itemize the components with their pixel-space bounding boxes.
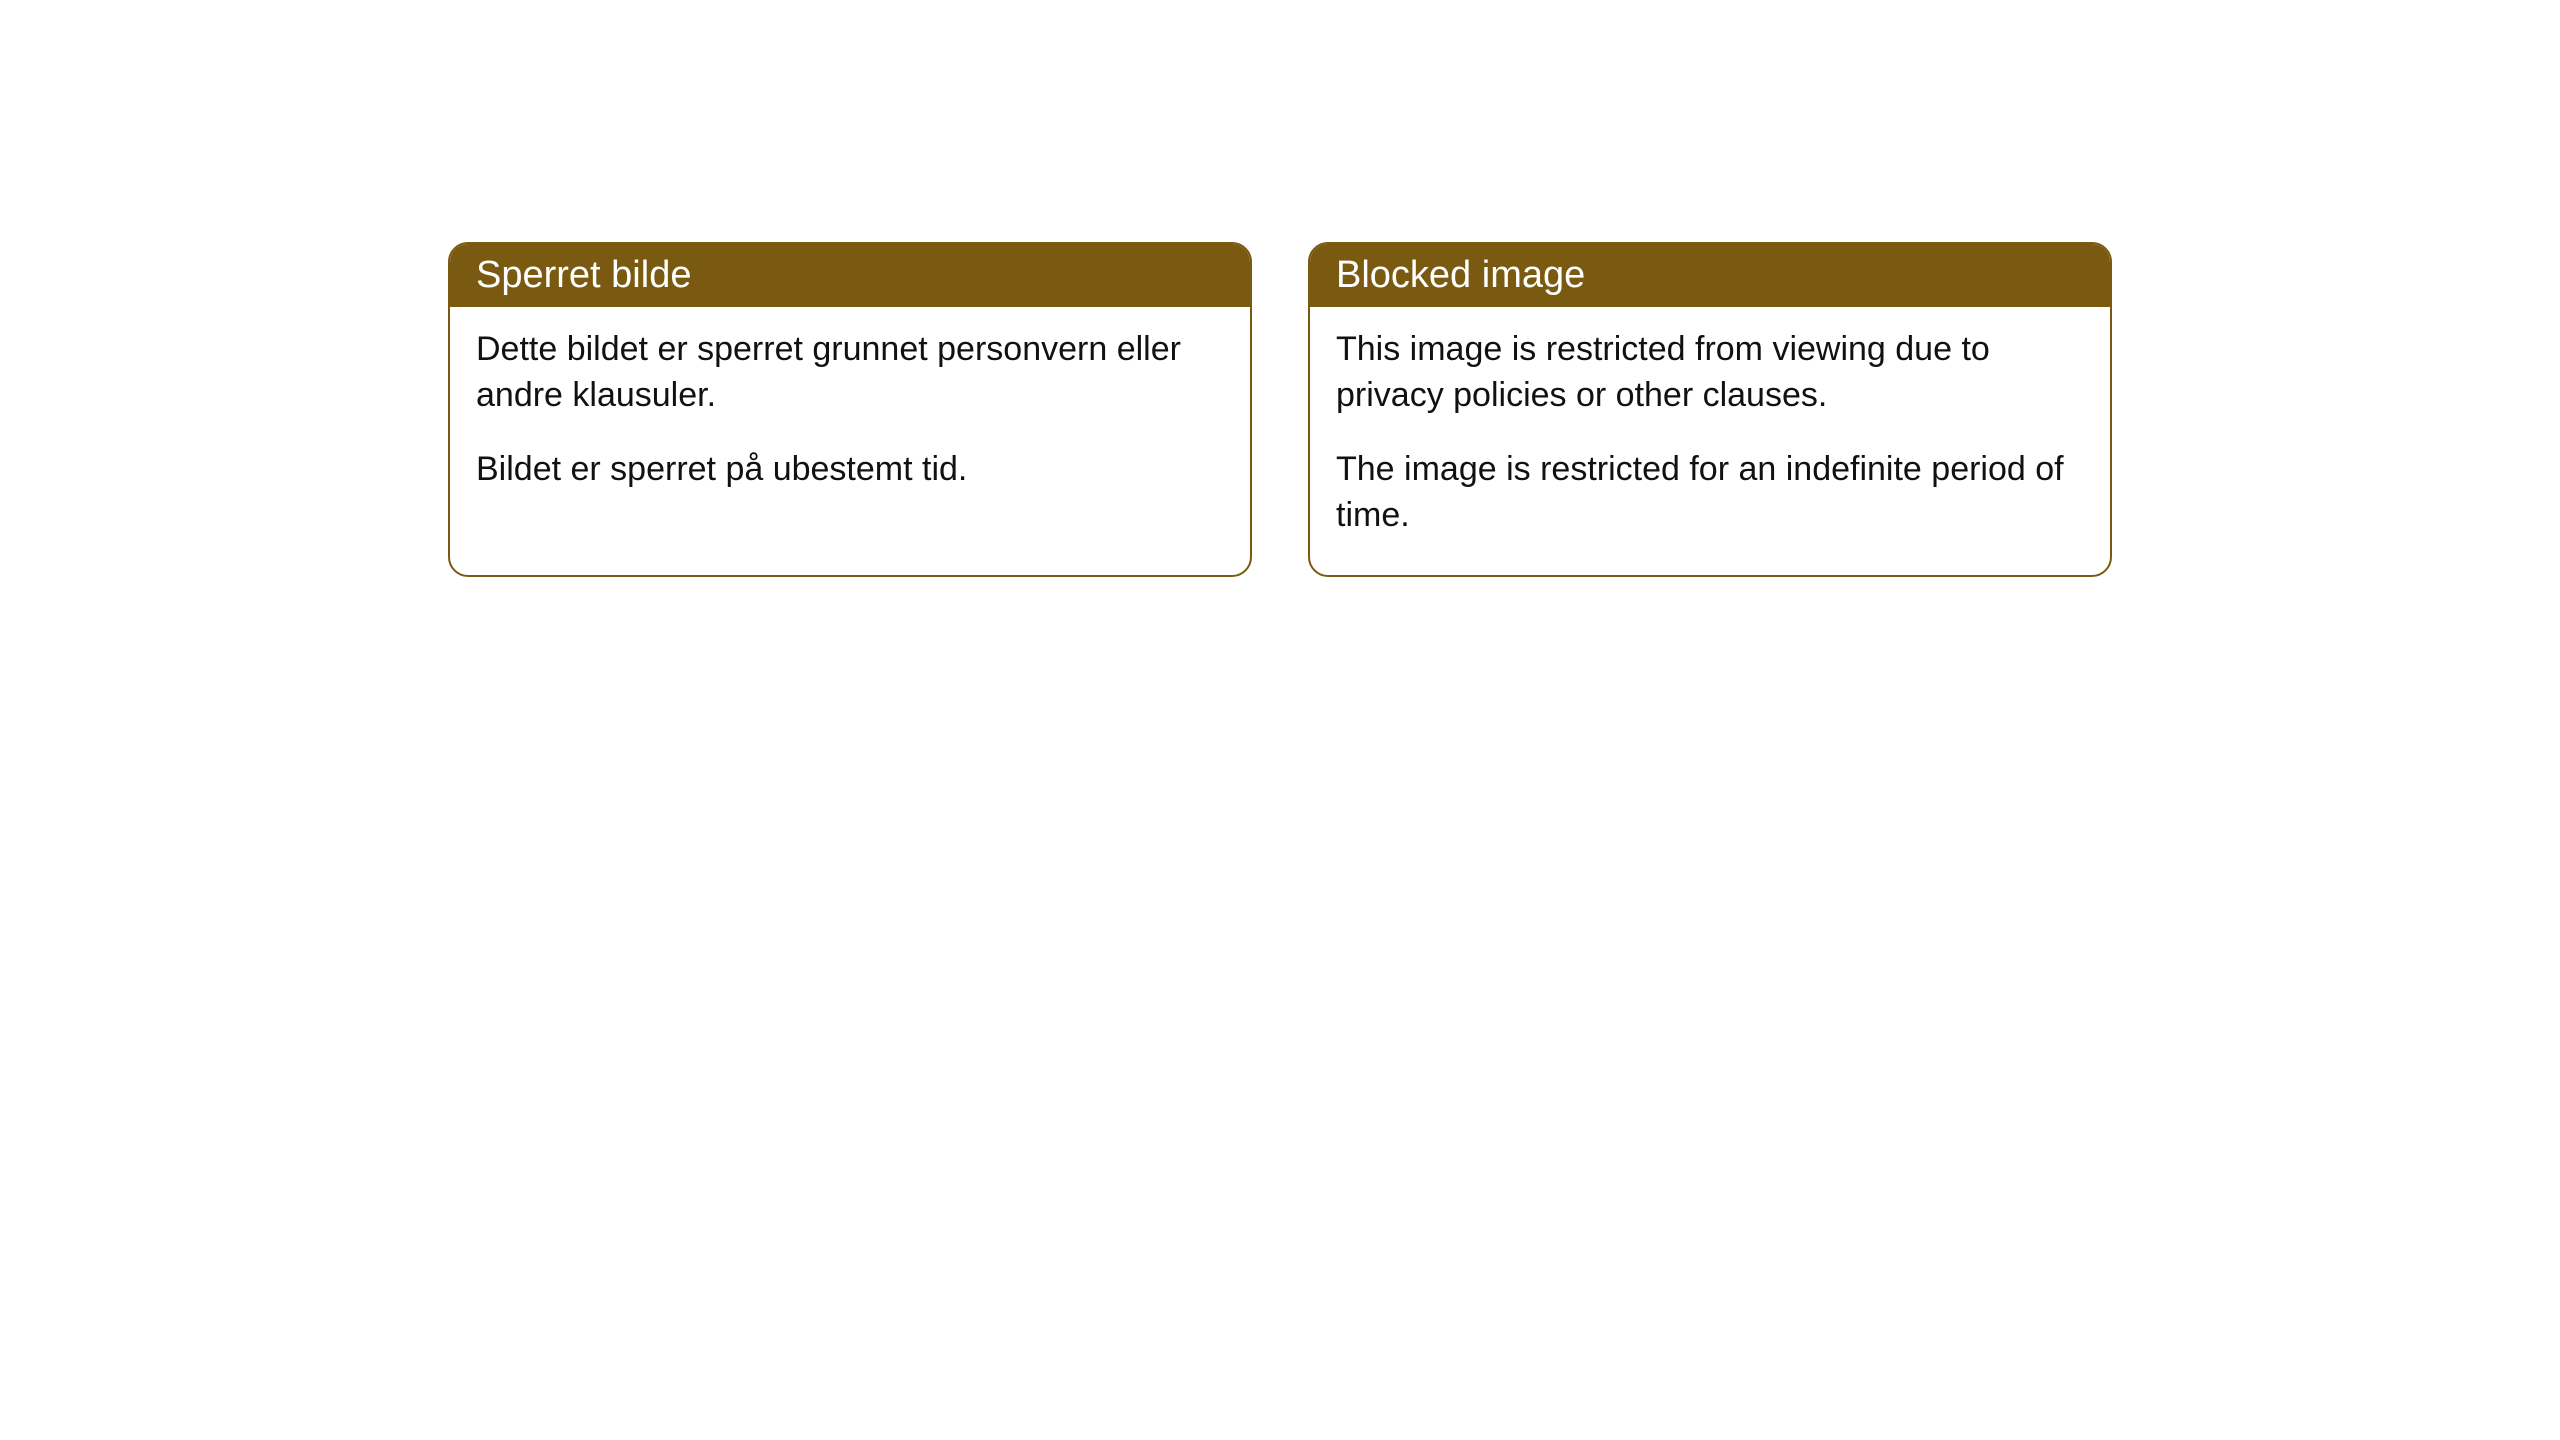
- notice-body: This image is restricted from viewing du…: [1310, 307, 2110, 575]
- notice-card-english: Blocked image This image is restricted f…: [1308, 242, 2112, 577]
- notice-paragraph: This image is restricted from viewing du…: [1336, 327, 2084, 419]
- notice-paragraph: Dette bildet er sperret grunnet personve…: [476, 327, 1224, 419]
- notice-header: Blocked image: [1310, 244, 2110, 307]
- notice-card-norwegian: Sperret bilde Dette bildet er sperret gr…: [448, 242, 1252, 577]
- notice-body: Dette bildet er sperret grunnet personve…: [450, 307, 1250, 529]
- notice-title: Blocked image: [1336, 254, 1585, 296]
- notice-paragraph: The image is restricted for an indefinit…: [1336, 447, 2084, 539]
- notice-header: Sperret bilde: [450, 244, 1250, 307]
- notice-container: Sperret bilde Dette bildet er sperret gr…: [448, 242, 2112, 577]
- notice-paragraph: Bildet er sperret på ubestemt tid.: [476, 447, 1224, 493]
- notice-title: Sperret bilde: [476, 254, 691, 296]
